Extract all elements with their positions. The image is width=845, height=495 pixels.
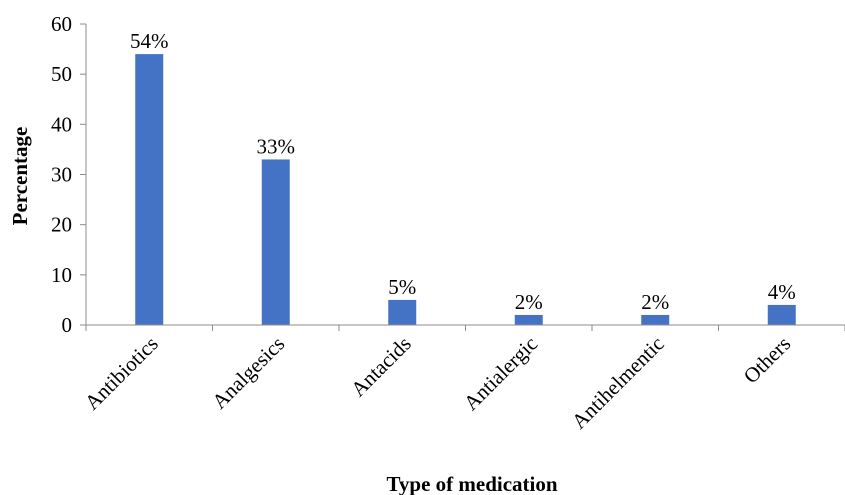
category-label-antacids: Antacids: [346, 332, 416, 402]
y-tick-label: 30: [51, 163, 72, 187]
category-label-others: Others: [739, 332, 796, 389]
category-label-antibiotics: Antibiotics: [80, 332, 163, 415]
x-axis-title: Type of medication: [386, 472, 557, 495]
y-axis-title: Percentage: [8, 127, 32, 226]
y-tick-label: 0: [62, 313, 73, 337]
y-tick-label: 10: [51, 263, 72, 287]
data-label-analgesics: 33%: [257, 134, 296, 158]
bar-antihelmentic: [641, 314, 670, 325]
category-labels: Antibiotics Analgesics Antacids Antialergic…: [80, 332, 795, 434]
bar-analgesics: [261, 159, 290, 325]
bars: [135, 54, 796, 325]
data-label-antihelmentic: 2%: [641, 290, 669, 314]
y-tick-label: 40: [51, 112, 72, 136]
bar-antibiotics: [135, 54, 164, 325]
x-axis-ticks: [85, 325, 845, 331]
bar-antialergic: [514, 314, 543, 325]
data-label-others: 4%: [768, 280, 796, 304]
data-label-antibiotics: 54%: [130, 29, 169, 53]
data-label-antialergic: 2%: [515, 290, 543, 314]
data-label-antacids: 5%: [388, 275, 416, 299]
y-tick-label: 50: [51, 62, 72, 86]
y-axis-ticks: 0 10 20 30 40 50 60: [51, 12, 86, 337]
category-label-analgesics: Analgesics: [207, 332, 289, 414]
bar-others: [767, 304, 796, 325]
category-label-antialergic: Antialergic: [459, 332, 543, 416]
y-tick-label: 60: [51, 12, 72, 36]
category-label-antihelmentic: Antihelmentic: [567, 332, 669, 434]
bar-antacids: [388, 299, 417, 325]
data-labels: 54% 33% 5% 2% 2% 4%: [130, 29, 796, 314]
y-tick-label: 20: [51, 213, 72, 237]
